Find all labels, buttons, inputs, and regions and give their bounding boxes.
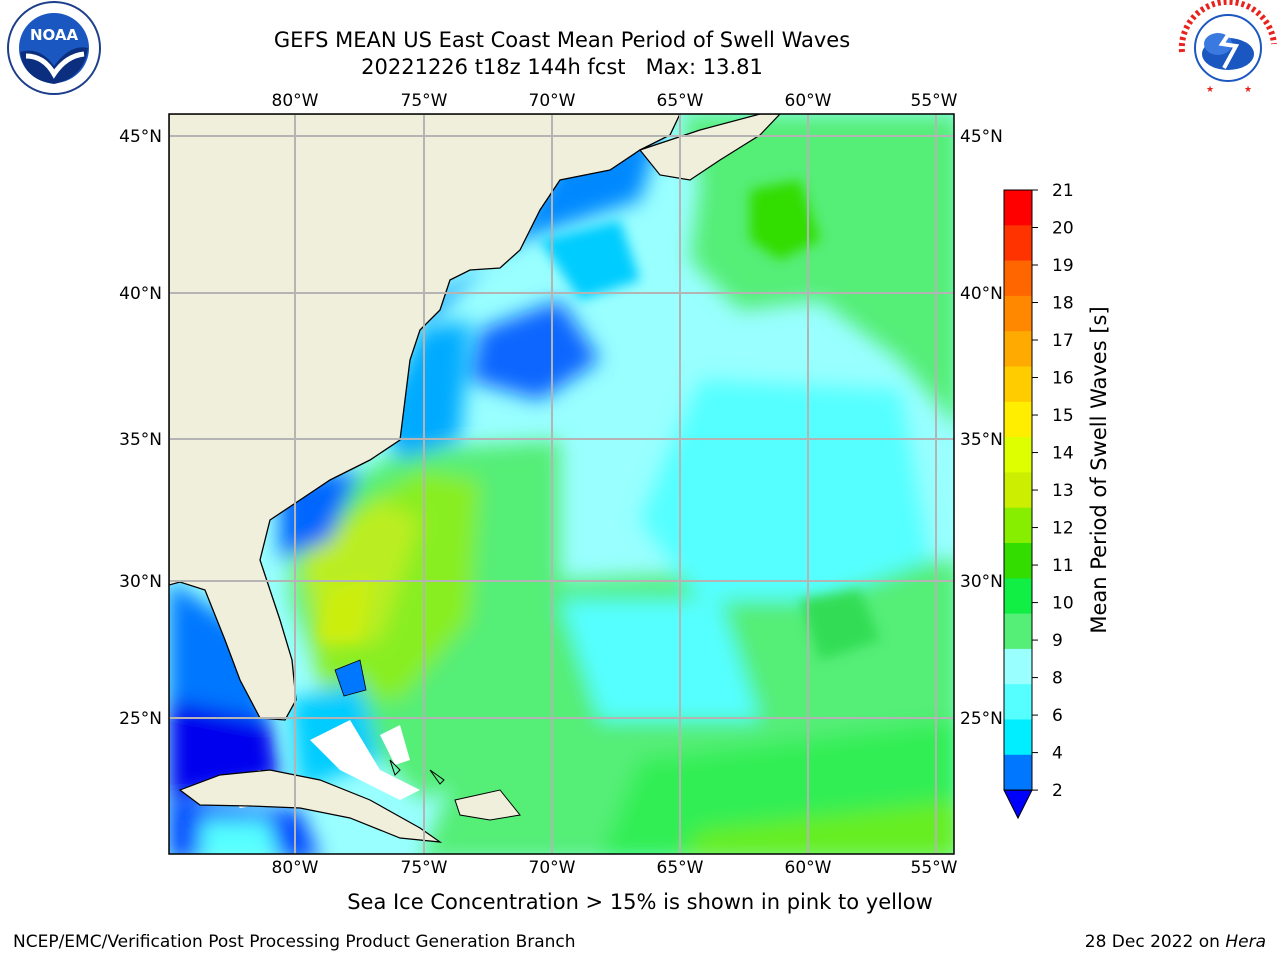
noaa-logo: NOAA xyxy=(7,1,101,95)
colorbar-tick-label: 9 xyxy=(1052,631,1063,651)
map-frame xyxy=(168,113,955,855)
colorbar-segment xyxy=(1004,754,1032,791)
colorbar-segment xyxy=(1004,225,1032,262)
lon-label: 75°W xyxy=(401,858,448,878)
colorbar-segment xyxy=(1004,472,1032,509)
colorbar-tick-label: 13 xyxy=(1052,481,1074,501)
colorbar-segment xyxy=(1004,648,1032,685)
lat-label: 25°N xyxy=(960,709,1003,729)
lat-label: 35°N xyxy=(119,430,162,450)
colorbar-segment xyxy=(1004,507,1032,544)
sea-ice-note: Sea Ice Concentration > 15% is shown in … xyxy=(347,890,933,914)
colorbar-tick-label: 6 xyxy=(1052,706,1063,726)
colorbar-tick-label: 2 xyxy=(1052,781,1063,801)
colorbar-tick-label: 18 xyxy=(1052,294,1074,314)
colorbar-segment xyxy=(1004,401,1032,438)
lat-label: 40°N xyxy=(960,284,1003,304)
lon-labels-top: 80°W 75°W 70°W 65°W 60°W 55°W xyxy=(272,91,958,111)
colorbar-tick-label: 10 xyxy=(1052,594,1074,614)
lat-labels-left: 45°N 40°N 35°N 30°N 25°N xyxy=(119,127,162,729)
nws-logo: ★ ★ xyxy=(1178,0,1277,95)
colorbar-tick-label: 21 xyxy=(1052,181,1074,201)
lon-label: 65°W xyxy=(657,858,704,878)
colorbar-label: Mean Period of Swell Waves [s] xyxy=(1087,306,1111,633)
footer-date-text: 28 Dec 2022 on xyxy=(1084,932,1226,952)
svg-text:★: ★ xyxy=(1206,85,1214,95)
colorbar-segment xyxy=(1004,578,1032,615)
lat-label: 30°N xyxy=(119,572,162,592)
colorbar-extend-arrow xyxy=(1003,789,1033,820)
lat-labels-right: 45°N 40°N 35°N 30°N 25°N xyxy=(960,127,1003,729)
colorbar-tick-label: 16 xyxy=(1052,369,1074,389)
colorbar-segment xyxy=(1004,190,1032,226)
chart-title: GEFS MEAN US East Coast Mean Period of S… xyxy=(273,28,851,52)
lat-label: 45°N xyxy=(119,127,162,147)
colorbar-segment xyxy=(1004,543,1032,579)
lon-labels-bottom: 80°W 75°W 70°W 65°W 60°W 55°W xyxy=(272,858,958,878)
footer-machine: Hera xyxy=(1225,932,1266,952)
colorbar-segment xyxy=(1004,331,1032,367)
lon-label: 70°W xyxy=(529,858,576,878)
lat-label: 45°N xyxy=(960,127,1003,147)
lon-label: 55°W xyxy=(911,858,958,878)
colorbar-tick-label: 20 xyxy=(1052,219,1074,239)
lon-label: 80°W xyxy=(272,858,319,878)
colorbar-tick-label: 14 xyxy=(1052,444,1074,464)
lon-label: 55°W xyxy=(911,91,958,111)
colorbar-segment xyxy=(1004,437,1032,473)
lon-label: 60°W xyxy=(785,858,832,878)
lat-label: 25°N xyxy=(119,709,162,729)
colorbar-tick-label: 8 xyxy=(1052,669,1063,689)
lat-label: 30°N xyxy=(960,572,1003,592)
colorbar: 21 20 19 18 17 16 15 14 13 12 11 10 9 8 6 4 2 xyxy=(1003,181,1074,820)
colorbar-segment xyxy=(1004,366,1032,403)
lon-label: 75°W xyxy=(401,91,448,111)
noaa-logo-text: NOAA xyxy=(30,26,79,44)
colorbar-segment xyxy=(1004,613,1032,650)
colorbar-segment xyxy=(1004,260,1032,297)
chart-subtitle: 20221226 t18z 144h fcst Max: 13.81 xyxy=(361,55,763,79)
lon-label: 65°W xyxy=(657,91,704,111)
lat-label: 40°N xyxy=(119,284,162,304)
footer-credit: NCEP/EMC/Verification Post Processing Pr… xyxy=(13,932,576,952)
land-north-america xyxy=(169,114,681,721)
map-gridlines xyxy=(169,114,954,854)
footer-date: 28 Dec 2022 on Hera xyxy=(1085,932,1266,952)
colorbar-tick-label: 12 xyxy=(1052,519,1074,539)
land-cuba xyxy=(178,769,443,843)
colorbar-segment xyxy=(1004,684,1032,720)
colorbar-tick-label: 17 xyxy=(1052,331,1074,351)
colorbar-tick-label: 19 xyxy=(1052,256,1074,276)
lon-label: 80°W xyxy=(272,91,319,111)
colorbar-segment xyxy=(1004,295,1032,332)
svg-text:★: ★ xyxy=(1244,85,1252,95)
colorbar-tick-label: 4 xyxy=(1052,744,1063,764)
colorbar-tick-label: 15 xyxy=(1052,406,1074,426)
colorbar-tick-label: 11 xyxy=(1052,556,1074,576)
lon-label: 60°W xyxy=(785,91,832,111)
lat-label: 35°N xyxy=(960,430,1003,450)
lon-label: 70°W xyxy=(529,91,576,111)
colorbar-segment xyxy=(1004,719,1032,756)
map-area xyxy=(169,114,954,854)
